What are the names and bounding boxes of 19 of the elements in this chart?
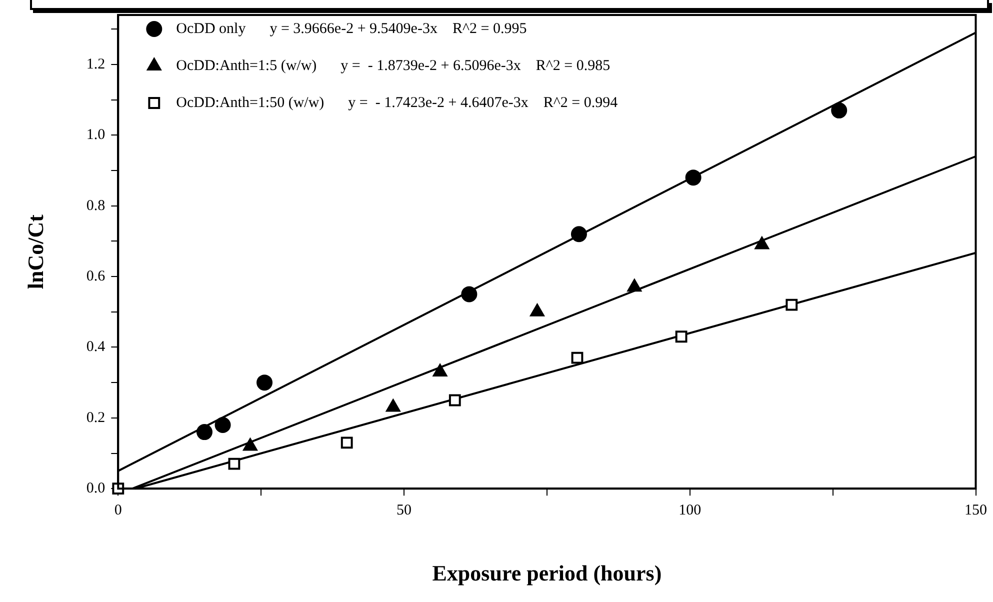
x-tick-label: 100: [678, 502, 702, 519]
legend-label: OcDD:Anth=1:50 (w/w): [176, 94, 324, 111]
y-tick-label: 0.2: [86, 410, 106, 426]
legend-label: OcDD only: [176, 20, 246, 37]
x-axis-title: Exposure period (hours): [432, 560, 662, 586]
x-tick-label: 0: [114, 502, 122, 519]
legend-label: OcDD:Anth=1:5 (w/w): [176, 58, 317, 74]
x-tick-label: 150: [964, 502, 987, 519]
y-tick-label: 0.4: [86, 339, 106, 356]
y-axis-title: lnCo/Ct: [22, 214, 48, 290]
y-tick-label: 0.8: [86, 198, 106, 214]
annotation: y = - 1.8739e-2 + 6.5096e-3x R^2 = 0.985: [340, 58, 610, 74]
y-tick-label: 0.0: [86, 480, 106, 497]
x-tick-label: 50: [396, 502, 412, 519]
annotation: y = - 1.7423e-2 + 4.6407e-3x R^2 = 0.994: [348, 94, 618, 111]
y-tick-label: 1.2: [86, 56, 106, 72]
y-tick-label: 0.6: [86, 268, 106, 284]
annotation: y = 3.9666e-2 + 9.5409e-3x R^2 = 0.995: [270, 20, 527, 37]
y-tick-label: 1.0: [86, 127, 106, 144]
